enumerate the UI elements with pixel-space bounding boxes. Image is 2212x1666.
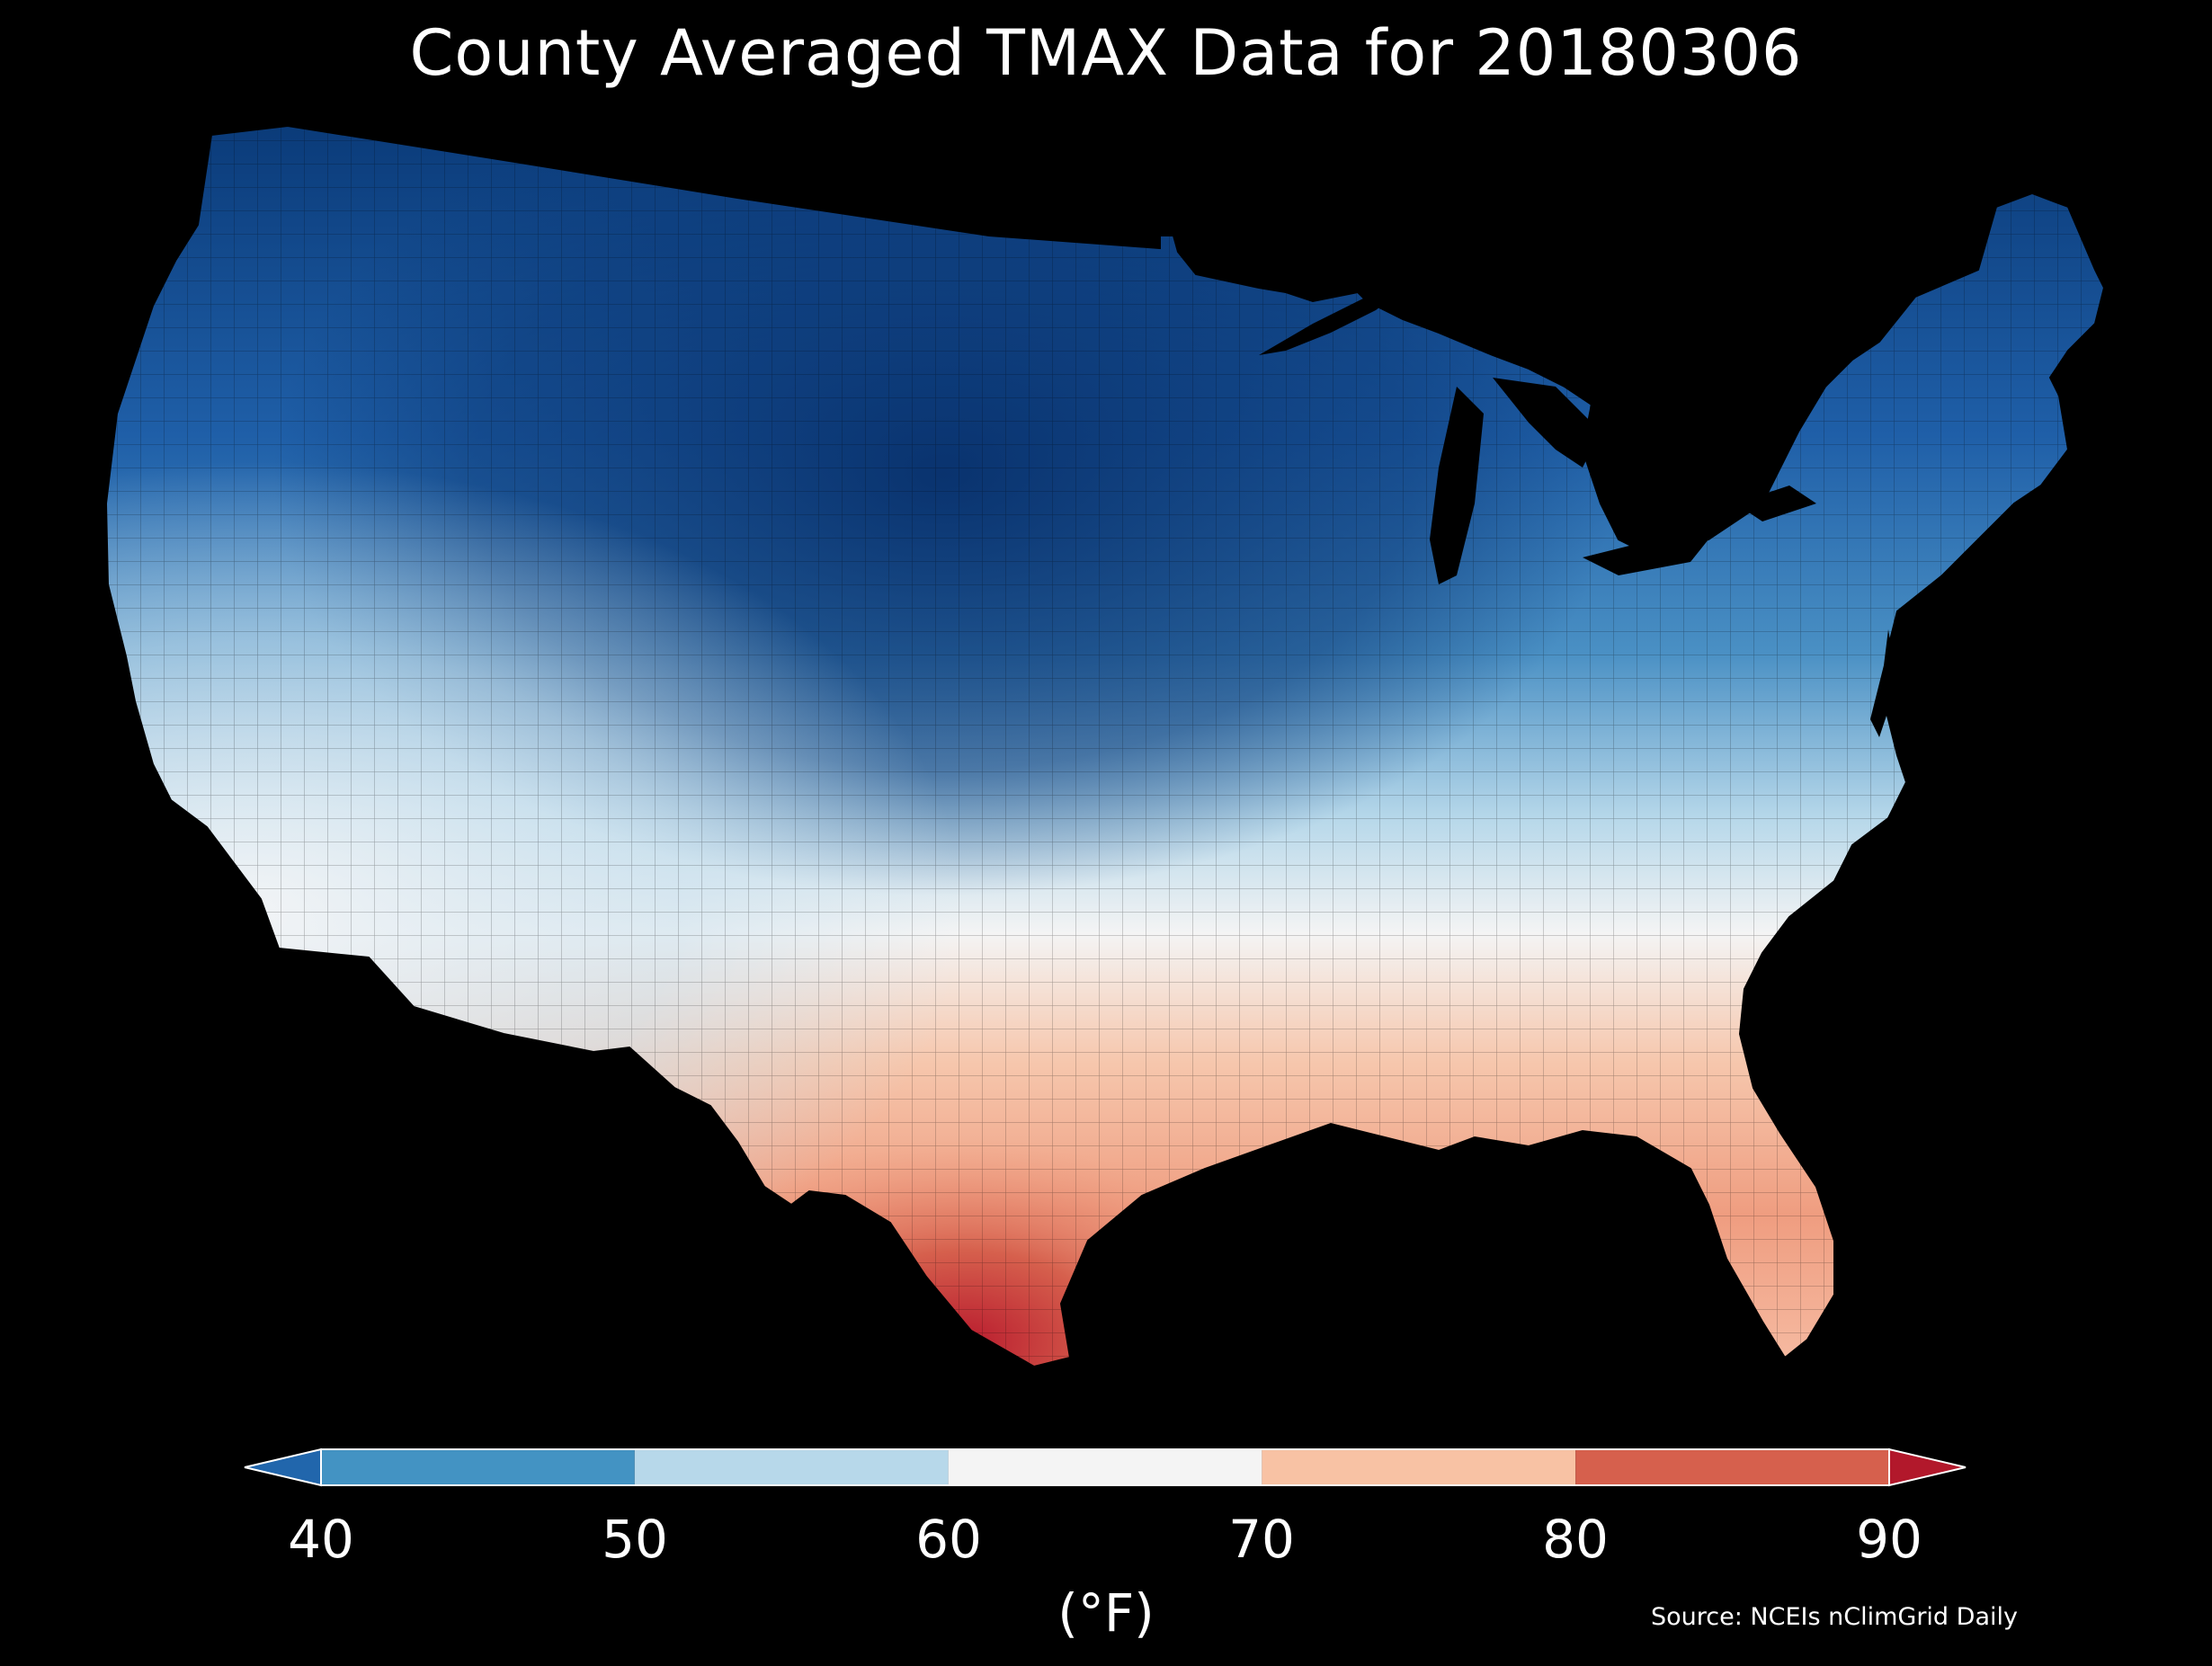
chesapeake-bay: [1870, 629, 1897, 737]
colorbar-bin-80-90: [1575, 1449, 1889, 1485]
tick-label-40: 40: [288, 1509, 354, 1570]
colorbar-bin-70-80: [1262, 1449, 1576, 1485]
colorbar-bin-60-70: [948, 1449, 1262, 1485]
source-credit: Source: NCEIs nClimGrid Daily: [1651, 1603, 2018, 1631]
colorbar-bin-50-60: [634, 1449, 949, 1485]
colorbar-bin-40-50: [321, 1449, 635, 1485]
tick-label-50: 50: [602, 1509, 668, 1570]
tick-label-70: 70: [1228, 1509, 1295, 1570]
colorbar-extend-high: [1888, 1448, 1967, 1487]
colorbar-frame: [320, 1448, 1890, 1486]
map-title: County Averaged TMAX Data for 20180306: [409, 16, 1803, 90]
tick-label-90: 90: [1856, 1509, 1922, 1570]
tick-label-80: 80: [1542, 1509, 1609, 1570]
tick-label-60: 60: [915, 1509, 982, 1570]
colorbar-extend-low: [244, 1448, 322, 1487]
great-lakes: [1259, 290, 1816, 584]
colorbar-unit-label: (°F): [1057, 1582, 1155, 1644]
